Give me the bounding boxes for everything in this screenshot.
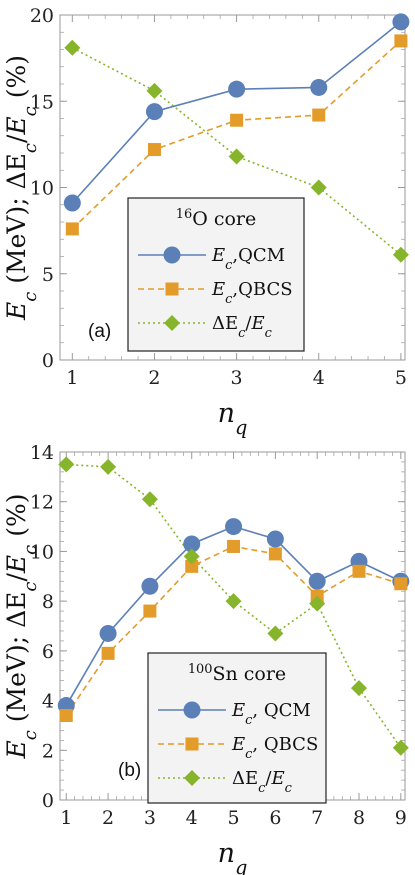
x-axis-label: nq [218,398,248,439]
legend-label-2: ΔEc/Ec [212,313,273,341]
x-tick-label: 7 [311,807,323,829]
y-axis-label: Ec (MeV); ΔEc/Ec (%) [2,55,41,321]
y-tick-label: 20 [30,5,54,27]
panel-label: (b) [118,760,141,781]
x-tick-label: 9 [395,807,407,829]
x-tick-label: 6 [269,807,281,829]
series-1-point [227,539,241,553]
x-tick-label: 4 [313,367,325,389]
legend-label-2: ΔEc/Ec [232,768,293,796]
y-tick-label: 0 [42,350,54,372]
series-1-point [394,34,408,48]
series-line-2 [71,47,402,256]
x-axis-label: nq [218,838,248,875]
series-2-point [392,246,409,263]
series-0-point [228,80,246,98]
series-0-point [392,13,410,31]
series-1-point [59,708,73,722]
series-1-point [268,547,282,561]
legend-marker-2 [184,770,200,786]
x-tick-label: 3 [231,367,243,389]
x-tick-label: 2 [148,367,160,389]
series-0-point [99,624,117,642]
series-1-point [352,564,366,578]
legend-marker-1 [185,737,199,751]
series-line-0 [71,21,402,204]
legend-label-1: Ec,QBCS [211,279,293,307]
y-tick-label: 0 [42,790,54,812]
series-1-point [147,143,161,157]
y-tick-label: 8 [42,591,54,613]
series-1-point [143,604,157,618]
y-tick-label: 5 [42,264,54,286]
series-1-point [230,113,244,127]
series-2-point [267,625,284,642]
y-axis-label: Ec (MeV); ΔEc/Ec (%) [2,493,41,759]
series-0-point [183,535,201,553]
series-0-point [63,194,81,212]
legend-box [147,652,327,804]
series-1-point [65,222,79,236]
series-2-point [58,456,75,473]
legend-label-1: Ec, QBCS [231,734,318,762]
x-tick-label: 2 [102,807,114,829]
y-tick-label: 4 [42,691,54,713]
legend-box [127,197,305,352]
y-tick-label: 6 [42,641,54,663]
legend-title: 16O core [176,207,256,231]
series-0-point [141,577,159,595]
y-tick-label: 14 [30,442,54,464]
series-2-point [100,458,117,475]
series-1-point [312,108,326,122]
series-1-point [101,646,115,660]
legend-title: 100Sn core [188,662,286,686]
series-2-point [183,548,200,565]
x-tick-label: 5 [227,807,239,829]
y-tick-label: 10 [30,178,54,200]
x-tick-label: 3 [144,807,156,829]
series-0-point [225,518,243,536]
series-0-point [145,103,163,121]
series-1-point [185,559,199,573]
legend-label-0: Ec, QCM [231,700,311,728]
series-2-point [351,680,367,697]
x-tick-label: 4 [186,807,198,829]
panel-label: (a) [88,321,111,342]
y-tick-label: 12 [30,492,54,514]
series-1-point [394,577,408,591]
legend-marker-0 [163,246,181,264]
x-tick-label: 1 [60,807,72,829]
legend-marker-2 [164,315,180,331]
series-2-point [225,593,242,610]
panel-a-chart: 0 5 10 15 20 1 2 3 4 5 16O core Ec,QCM Ec,QBCS ΔEc/Ec… [2,5,410,439]
legend-marker-1 [165,282,179,296]
series-2-point [146,82,163,99]
x-tick-label: 5 [395,367,407,389]
series-2-point [309,595,326,612]
y-tick-label: 15 [30,91,54,113]
series-2-point [141,491,158,508]
y-tick-label: 2 [42,740,54,762]
legend-label-0: Ec,QCM [211,245,285,273]
legend-marker-0 [183,701,201,719]
series-0-point [308,572,326,590]
series-0-point [266,530,284,548]
x-tick-label: 8 [353,807,365,829]
series-0-point [310,78,328,96]
series-2-point [392,739,409,756]
series-2-point [228,148,245,165]
x-tick-label: 1 [66,367,78,389]
series-2-point [310,179,327,196]
series-2-point [64,39,81,56]
y-tick-label: 10 [30,541,54,563]
